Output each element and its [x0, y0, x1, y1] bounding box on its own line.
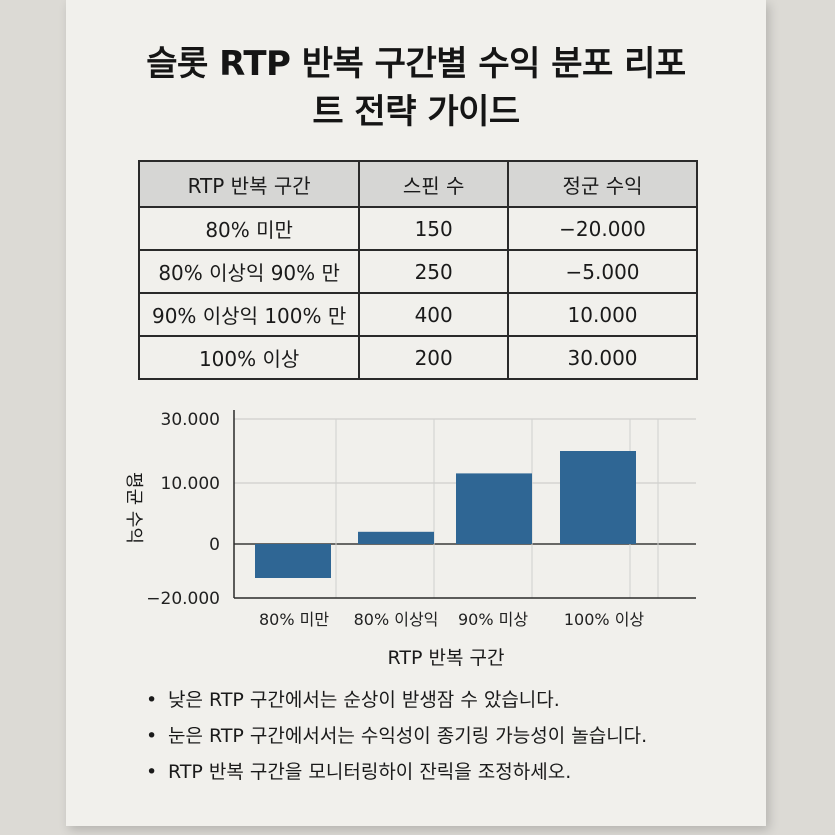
cell-profit: −20.000: [507, 206, 698, 251]
y-tick-label: 10.000: [161, 474, 220, 494]
report-page: 슬롯 RTP 반복 구간별 수익 분포 리포 트 전략 가이드 RTP 반복 구…: [66, 0, 766, 826]
x-tick-label: 100% 이상: [564, 610, 645, 629]
cell-spins: 200: [358, 335, 510, 380]
cell-profit: −5.000: [507, 249, 698, 294]
cell-rtp-range: 80% 이상익 90% 만: [137, 249, 361, 294]
bar: [560, 451, 636, 544]
title-line-1: 슬롯 RTP 반복 구간별 수익 분포 리포: [146, 44, 686, 84]
cell-spins: 250: [358, 249, 510, 294]
header-profit: 정군 수익: [507, 160, 698, 208]
bullet-item: 눈은 RTP 구간에서서는 수익성이 종기링 가능성이 놀습니다.: [146, 718, 647, 754]
table-row: 90% 이상익 100% 만 400 10.000: [137, 292, 698, 337]
bar: [255, 544, 331, 578]
x-tick-label: 80% 이상익: [354, 610, 439, 629]
guide-bullets: 낮은 RTP 구간에서는 순상이 받생잠 수 았습니다. 눈은 RTP 구간에서…: [146, 682, 647, 790]
table-row: 80% 이상익 90% 만 250 −5.000: [137, 249, 698, 294]
header-rtp-range: RTP 반복 구간: [137, 160, 361, 208]
cell-rtp-range: 90% 이상익 100% 만: [137, 292, 361, 337]
cell-rtp-range: 100% 이상: [137, 335, 361, 380]
cell-rtp-range: 80% 미만: [137, 206, 361, 251]
x-tick-label: 90% 미상: [458, 610, 528, 629]
title-line-2: 트 전략 가이드: [312, 92, 520, 132]
table-row: 80% 미만 150 −20.000: [137, 206, 698, 251]
x-axis-label: RTP 반복 구간: [388, 647, 505, 669]
cell-spins: 400: [358, 292, 510, 337]
cell-spins: 150: [358, 206, 510, 251]
y-tick-label: 30.000: [161, 410, 220, 430]
rtp-table: RTP 반복 구간 스핀 수 정군 수익 80% 미만 150 −20.000 …: [137, 160, 698, 380]
cell-profit: 10.000: [507, 292, 698, 337]
y-axis-label: 평균 수익: [123, 472, 144, 544]
table-header-row: RTP 반복 구간 스핀 수 정군 수익: [137, 160, 698, 208]
y-tick-label: 0: [209, 535, 220, 555]
cell-profit: 30.000: [507, 335, 698, 380]
y-tick-label: −20.000: [146, 589, 220, 609]
bullet-item: 낮은 RTP 구간에서는 순상이 받생잠 수 았습니다.: [146, 682, 647, 718]
header-spins: 스핀 수: [358, 160, 510, 208]
table-row: 100% 이상 200 30.000: [137, 335, 698, 380]
bar: [358, 531, 434, 544]
bar: [456, 473, 532, 544]
report-title: 슬롯 RTP 반복 구간별 수익 분포 리포 트 전략 가이드: [66, 40, 766, 136]
bullet-item: RTP 반복 구간을 모니터링하이 잔릭을 조정하세오.: [146, 754, 647, 790]
x-tick-label: 80% 미만: [259, 610, 329, 629]
profit-bar-chart: 30.000 10.000 0 −20.000 80% 미만 80% 이상익 90% 미상 1…: [123, 410, 696, 669]
